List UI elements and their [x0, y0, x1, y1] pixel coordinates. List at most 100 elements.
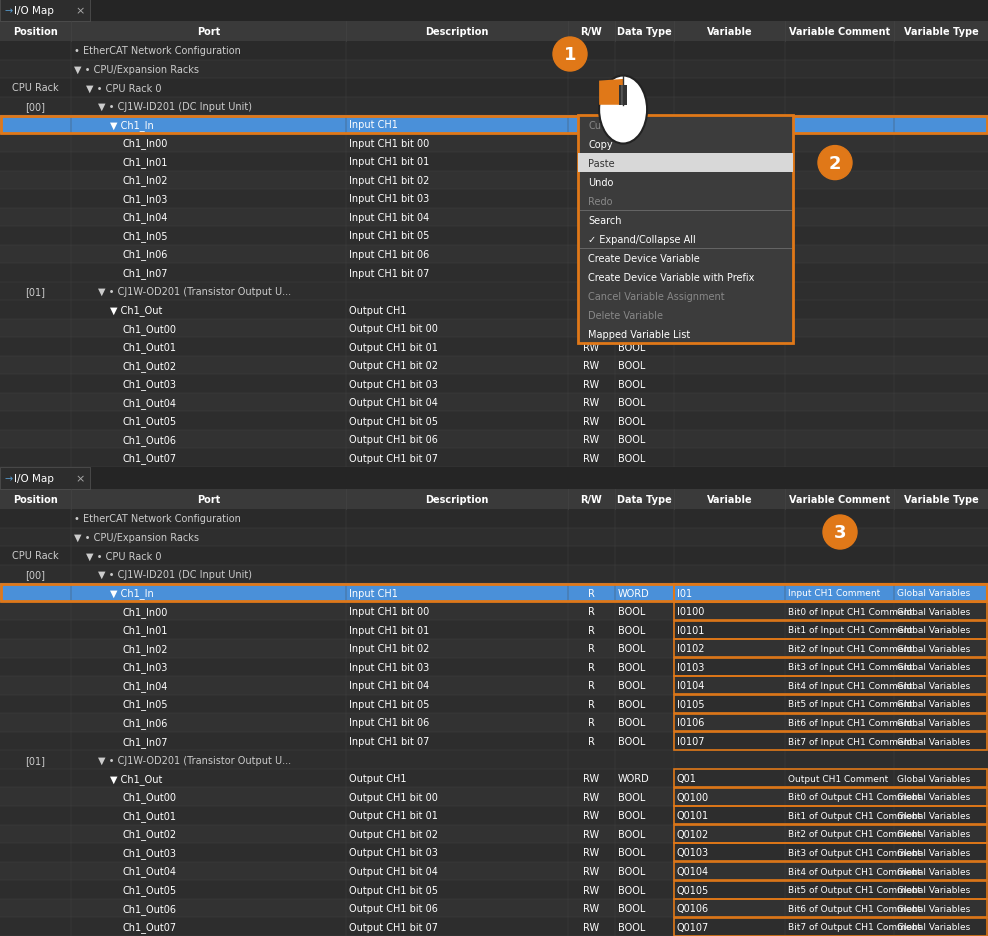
- Text: I0107: I0107: [677, 737, 704, 746]
- Text: RW: RW: [583, 773, 600, 783]
- Bar: [0, 658, 988, 677]
- Text: RW: RW: [583, 453, 600, 463]
- Text: Q0105: Q0105: [677, 885, 709, 895]
- Text: Ch1_Out01: Ch1_Out01: [123, 810, 176, 821]
- Bar: [0, 375, 988, 393]
- Text: I/O Map: I/O Map: [14, 474, 54, 484]
- Text: Variable Type: Variable Type: [904, 494, 978, 505]
- Text: RW: RW: [583, 379, 600, 389]
- Text: Output CH1 bit 05: Output CH1 bit 05: [349, 885, 438, 895]
- Text: RW: RW: [583, 417, 600, 426]
- Bar: [674, 862, 987, 880]
- Text: ▼ Ch1_Out: ▼ Ch1_Out: [110, 773, 162, 783]
- Bar: [578, 116, 793, 344]
- Bar: [0, 917, 988, 936]
- Text: Q0106: Q0106: [677, 903, 709, 914]
- Text: Bit2 of Input CH1 Comment: Bit2 of Input CH1 Comment: [788, 644, 913, 653]
- Text: Input CH1 bit 06: Input CH1 bit 06: [349, 718, 429, 727]
- Text: Output CH1 bit 02: Output CH1 bit 02: [349, 829, 438, 839]
- Text: Ch1_Out03: Ch1_Out03: [123, 379, 176, 389]
- Text: ×: ×: [75, 474, 84, 484]
- Text: Q0103: Q0103: [677, 848, 709, 857]
- Circle shape: [818, 146, 852, 181]
- Text: Description: Description: [425, 27, 489, 37]
- Text: ▼ Ch1_In: ▼ Ch1_In: [110, 120, 154, 131]
- Bar: [0, 769, 988, 787]
- Text: ▼ • CJ1W-ID201 (DC Input Unit): ▼ • CJ1W-ID201 (DC Input Unit): [98, 569, 252, 579]
- Text: 3: 3: [834, 523, 847, 541]
- Text: Ch1_In03: Ch1_In03: [123, 662, 168, 673]
- Text: R: R: [588, 250, 595, 259]
- Text: BOOL: BOOL: [618, 269, 645, 278]
- Bar: [674, 714, 987, 732]
- Text: Input CH1 bit 03: Input CH1 bit 03: [349, 662, 429, 672]
- Text: BOOL: BOOL: [618, 680, 645, 691]
- Text: Global Variables: Global Variables: [897, 793, 970, 801]
- Bar: [674, 584, 987, 602]
- Text: RW: RW: [583, 343, 600, 352]
- Text: RW: RW: [583, 922, 600, 931]
- Text: Input CH1: Input CH1: [349, 588, 398, 598]
- Text: ▼ • CJ1W-OD201 (Transistor Output U...: ▼ • CJ1W-OD201 (Transistor Output U...: [98, 754, 291, 765]
- Bar: [0, 509, 988, 528]
- Text: [01]: [01]: [26, 286, 45, 297]
- Text: I0100: I0100: [677, 607, 704, 617]
- Text: RW: RW: [583, 398, 600, 408]
- Text: Cancel Variable Assignment: Cancel Variable Assignment: [588, 291, 725, 301]
- Text: Input CH1 bit 04: Input CH1 bit 04: [349, 680, 429, 691]
- Bar: [0, 79, 988, 97]
- Bar: [674, 658, 987, 676]
- Text: BOOL: BOOL: [618, 866, 645, 876]
- Text: BOOL: BOOL: [618, 792, 645, 802]
- Text: Q0104: Q0104: [677, 866, 709, 876]
- Text: ✓ Expand/Collapse All: ✓ Expand/Collapse All: [588, 234, 696, 244]
- Bar: [0, 565, 988, 584]
- Text: Search: Search: [588, 215, 621, 226]
- Bar: [0, 584, 988, 602]
- Text: Ch1_In04: Ch1_In04: [123, 212, 168, 223]
- Bar: [674, 639, 987, 657]
- Text: Input CH1 bit 02: Input CH1 bit 02: [349, 176, 429, 185]
- Text: Global Variables: Global Variables: [897, 922, 970, 931]
- Text: Input CH1 bit 03: Input CH1 bit 03: [349, 195, 429, 204]
- Text: ▼ • CJ1W-ID201 (DC Input Unit): ▼ • CJ1W-ID201 (DC Input Unit): [98, 102, 252, 111]
- Text: Output CH1 bit 03: Output CH1 bit 03: [349, 379, 438, 389]
- Text: [00]: [00]: [26, 102, 45, 111]
- Text: Bit3 of Input CH1 Comment: Bit3 of Input CH1 Comment: [788, 663, 913, 672]
- Text: RW: RW: [583, 324, 600, 334]
- Text: Q0100: Q0100: [677, 792, 709, 802]
- Bar: [0, 713, 988, 732]
- Text: ▼ • CPU Rack 0: ▼ • CPU Rack 0: [86, 83, 162, 94]
- Text: Copy: Copy: [588, 139, 613, 150]
- Text: Output CH1 bit 06: Output CH1 bit 06: [349, 434, 438, 445]
- Bar: [0, 602, 988, 621]
- Text: Q0101: Q0101: [677, 811, 709, 821]
- Text: Global Variables: Global Variables: [897, 811, 970, 820]
- Text: BOOL: BOOL: [618, 343, 645, 352]
- Text: R: R: [588, 737, 595, 746]
- Text: Output CH1 bit 07: Output CH1 bit 07: [349, 922, 438, 931]
- Bar: [674, 881, 987, 899]
- Text: [00]: [00]: [26, 569, 45, 579]
- Text: Q01: Q01: [677, 773, 697, 783]
- Text: 2: 2: [829, 154, 841, 172]
- Bar: [1, 116, 987, 134]
- Text: Global Variables: Global Variables: [897, 700, 970, 709]
- Text: Undo: Undo: [588, 178, 614, 187]
- Text: R: R: [588, 607, 595, 617]
- Bar: [0, 547, 988, 565]
- Bar: [0, 825, 988, 843]
- Bar: [0, 61, 988, 79]
- Bar: [0, 528, 988, 547]
- Text: Ch1_Out05: Ch1_Out05: [123, 416, 176, 427]
- Text: Ch1_Out07: Ch1_Out07: [123, 453, 176, 463]
- Text: ▼ Ch1_In: ▼ Ch1_In: [110, 588, 154, 598]
- Text: BOOL: BOOL: [618, 644, 645, 653]
- Text: Input CH1 bit 05: Input CH1 bit 05: [349, 231, 429, 241]
- Text: Global Variables: Global Variables: [897, 681, 970, 690]
- Text: Bit0 of Input CH1 Comment: Bit0 of Input CH1 Comment: [788, 607, 913, 616]
- Bar: [0, 732, 988, 751]
- Text: Global Variables: Global Variables: [897, 607, 970, 616]
- Text: Bit5 of Input CH1 Comment: Bit5 of Input CH1 Comment: [788, 700, 913, 709]
- Text: R: R: [588, 699, 595, 709]
